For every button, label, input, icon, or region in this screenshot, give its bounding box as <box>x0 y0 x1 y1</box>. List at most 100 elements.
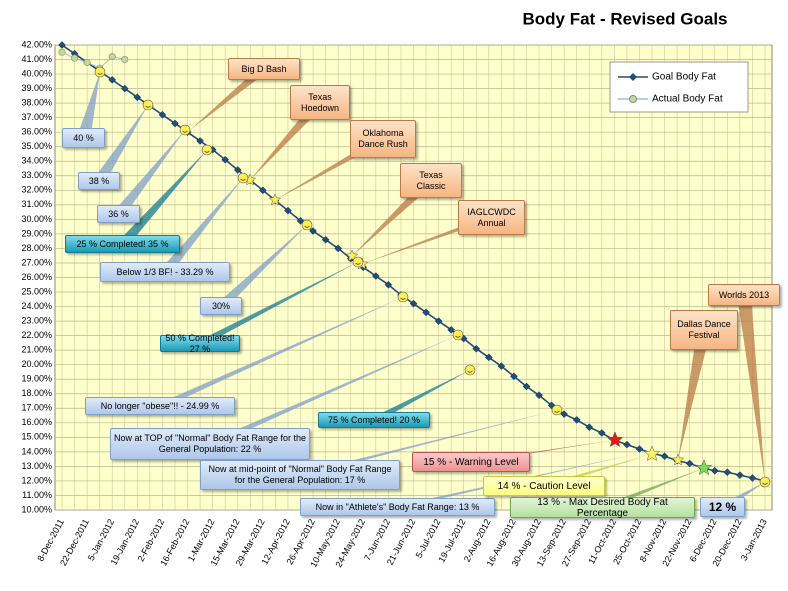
callout-pointer <box>153 297 403 406</box>
y-tick-label: 11.00% <box>22 490 52 500</box>
smiley-mouth <box>400 297 406 300</box>
smiley-mouth <box>455 335 461 338</box>
smiley-mouth <box>762 482 768 485</box>
marker-diamond <box>635 445 644 453</box>
y-tick-label: 25.00% <box>21 286 52 296</box>
chart-title: Body Fat - Revised Goals <box>523 9 728 28</box>
marker-diamond <box>221 155 230 164</box>
y-tick-label: 35.00% <box>21 141 52 151</box>
smiley-mouth <box>554 410 560 413</box>
marker-diamond <box>384 280 393 289</box>
marker-diamond <box>58 41 66 49</box>
callout-pointer <box>678 330 711 460</box>
marker-diamond <box>309 227 317 235</box>
callout: Oklahoma Dance Rush <box>350 120 416 158</box>
smiley-marker <box>94 66 106 78</box>
star-marker <box>695 459 713 476</box>
callout-pointer <box>203 335 458 444</box>
y-tick-label: 18.00% <box>21 388 52 398</box>
smiley-mouth <box>145 105 151 108</box>
marker-diamond <box>120 84 129 93</box>
smiley-mouth <box>304 225 310 228</box>
marker-diamond <box>522 382 531 391</box>
y-tick-label: 16.00% <box>21 417 52 427</box>
callout: Dallas Dance Festival <box>670 310 738 350</box>
marker-diamond <box>736 471 744 479</box>
smiley-mouth <box>467 370 473 373</box>
marker-circle <box>121 56 129 64</box>
y-tick-label: 31.00% <box>21 199 52 209</box>
marker-diamond <box>158 110 167 119</box>
marker-diamond <box>572 416 581 424</box>
marker-diamond <box>133 93 142 102</box>
marker-diamond <box>660 452 669 461</box>
callout-pointer <box>76 72 100 138</box>
smiley-marker <box>759 476 771 488</box>
smiley-marker <box>179 124 191 136</box>
y-tick-label: 36.00% <box>21 127 52 137</box>
marker-diamond <box>334 244 343 253</box>
callout-pointer <box>352 180 438 256</box>
y-tick-label: 22.00% <box>21 330 52 340</box>
y-tick-label: 42.00% <box>21 39 52 49</box>
marker-diamond <box>535 391 543 400</box>
smiley-marker <box>142 99 154 111</box>
marker-diamond <box>409 299 418 308</box>
marker-diamond <box>497 362 506 370</box>
marker-diamond <box>434 317 443 325</box>
star-marker <box>671 453 685 466</box>
legend-label: Actual Body Fat <box>652 94 723 105</box>
marker-diamond <box>196 137 204 145</box>
smiley-mouth <box>355 262 361 265</box>
callout: 36 % <box>97 205 140 223</box>
callout: 75 % Completed! 20 % <box>318 412 430 428</box>
legend-marker <box>629 95 637 103</box>
marker-diamond <box>233 166 242 174</box>
callout: Worlds 2013 <box>708 284 780 306</box>
callout: Big D Bash <box>228 58 300 80</box>
y-tick-label: 12.00% <box>21 475 52 485</box>
legend-label: Goal Body Fat <box>652 72 716 83</box>
smiley-marker <box>201 144 213 156</box>
marker-diamond <box>259 186 267 195</box>
y-tick-label: 41.00% <box>21 54 52 64</box>
marker-diamond <box>171 119 179 128</box>
y-tick-label: 33.00% <box>21 170 52 180</box>
smiley-marker <box>237 172 249 184</box>
marker-diamond <box>723 468 732 477</box>
y-tick-label: 38.00% <box>21 98 52 108</box>
marker-diamond <box>560 410 568 418</box>
marker-diamond <box>108 76 117 84</box>
marker-diamond <box>371 272 380 280</box>
y-tick-label: 19.00% <box>21 374 52 384</box>
y-tick-label: 10.00% <box>21 504 52 514</box>
callout-pointer <box>293 410 557 475</box>
marker-circle <box>71 54 79 62</box>
callout-pointer <box>737 295 765 482</box>
marker-diamond <box>585 423 594 432</box>
star-marker <box>268 193 282 206</box>
y-tick-label: 30.00% <box>21 214 52 224</box>
y-tick-label: 40.00% <box>21 68 52 78</box>
callout-pointer <box>367 370 470 420</box>
y-tick-label: 26.00% <box>21 272 52 282</box>
y-tick-label: 21.00% <box>21 345 52 355</box>
callout: Now at TOP of "Normal" Body Fat Range fo… <box>110 428 310 460</box>
callout: 38 % <box>78 172 120 190</box>
y-tick-label: 32.00% <box>21 185 52 195</box>
callout: Now in "Athlete's" Body Fat Range: 13 % <box>300 498 495 516</box>
smiley-marker <box>452 329 464 341</box>
callout: 40 % <box>62 128 105 148</box>
callout-pointer <box>111 130 185 214</box>
callout: 15 % - Warning Level <box>412 452 530 472</box>
y-tick-label: 24.00% <box>21 301 52 311</box>
callout-pointer <box>92 105 148 181</box>
y-tick-label: 37.00% <box>21 112 52 122</box>
callout: 12 % <box>700 497 745 517</box>
marker-circle <box>58 48 66 56</box>
marker-diamond <box>623 440 631 449</box>
y-tick-label: 13.00% <box>21 461 52 471</box>
smiley-marker <box>464 364 476 376</box>
smiley-marker <box>352 256 364 268</box>
